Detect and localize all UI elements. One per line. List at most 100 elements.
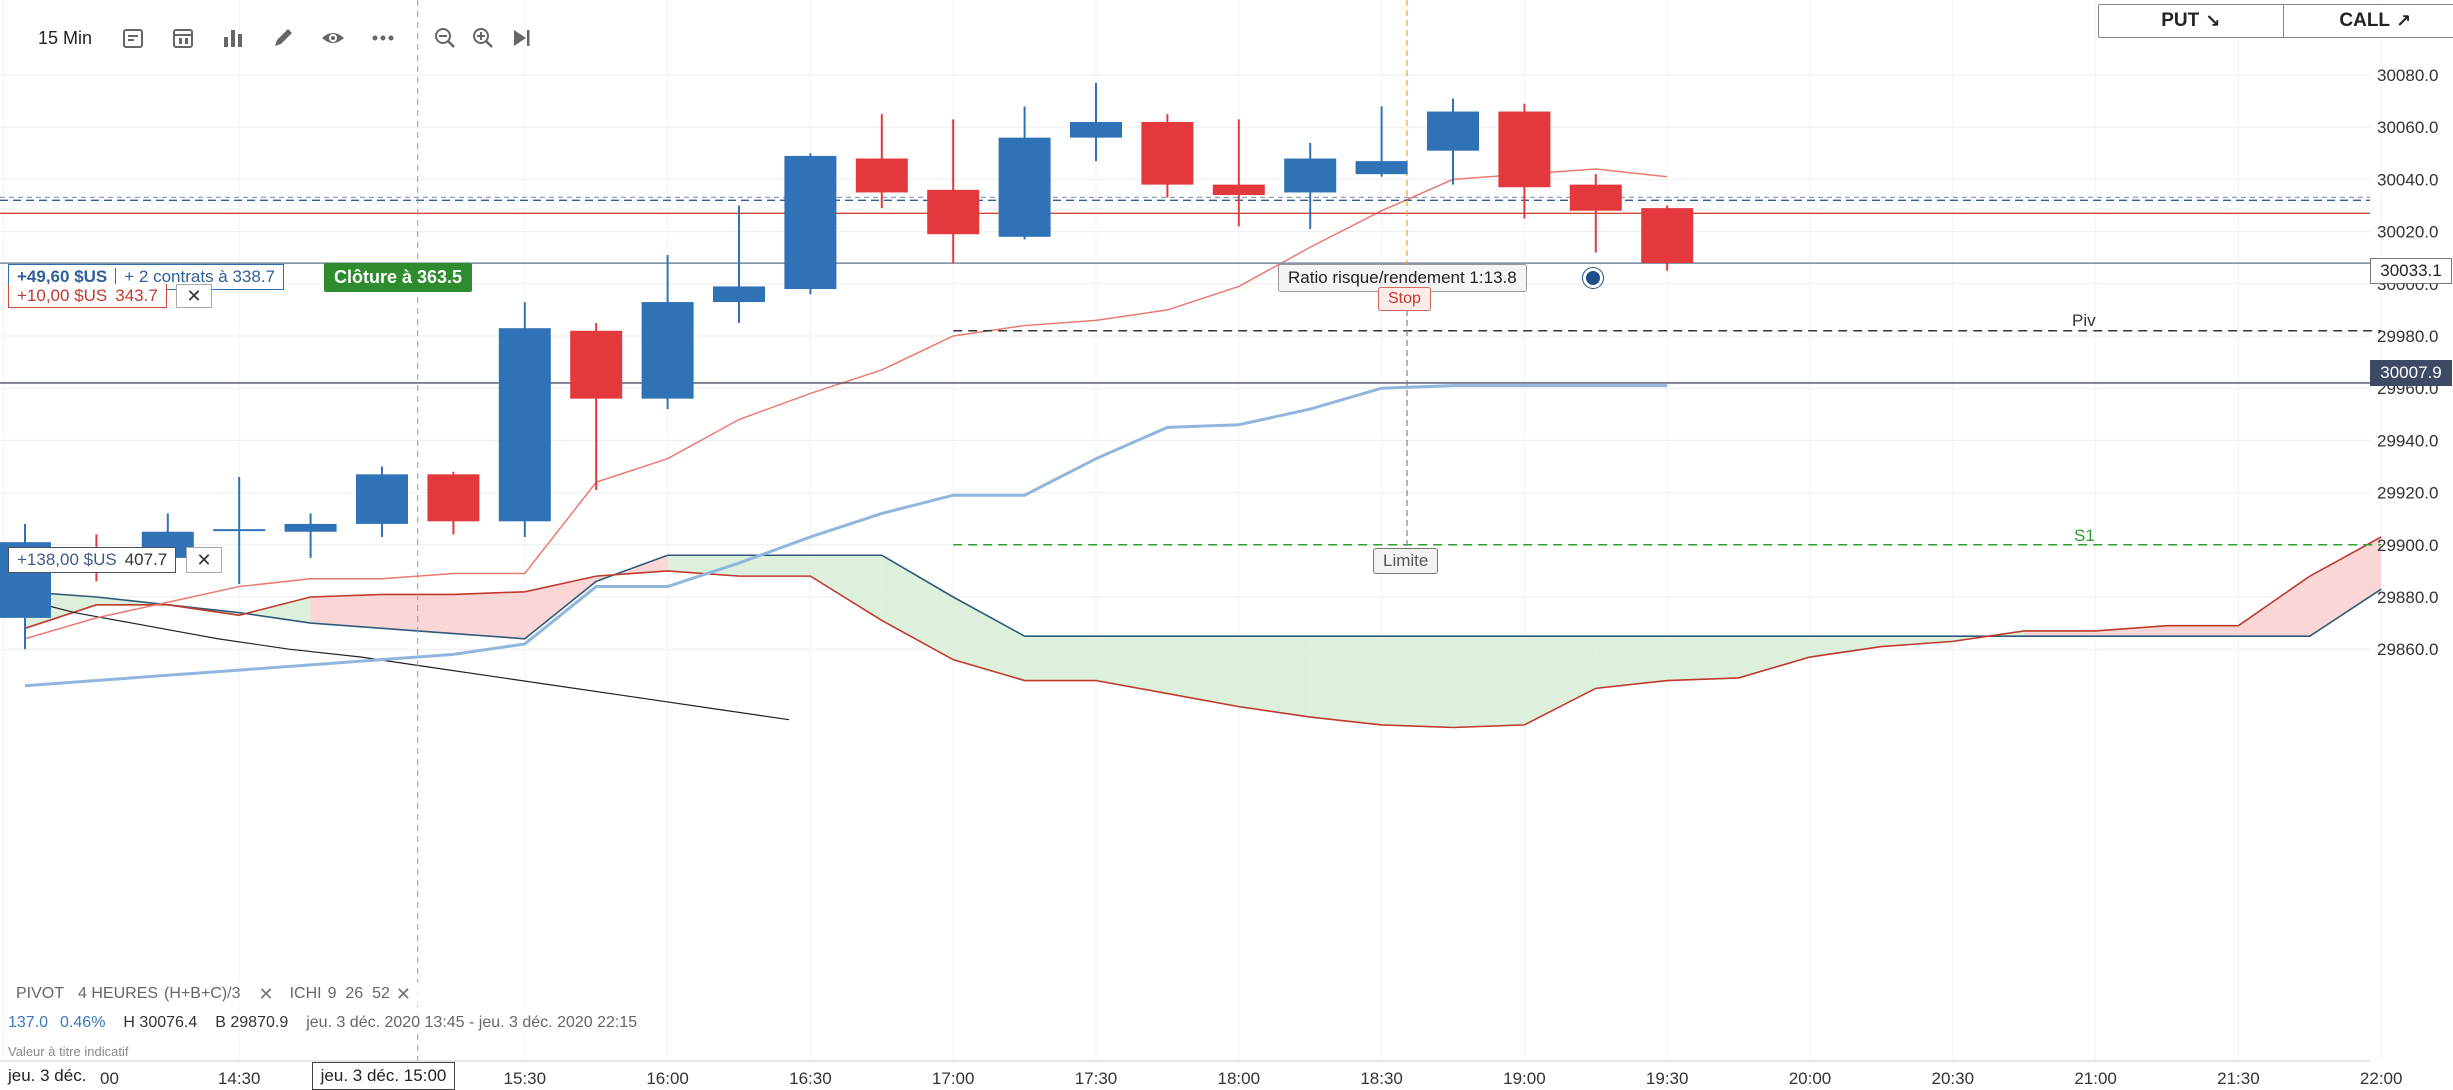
ichimoku-legend-params: 9 26 52 [327,985,390,1002]
zoom-out-icon[interactable] [426,19,464,57]
crosshair-date-label: jeu. 3 déc. 15:00 [312,1062,455,1090]
y-tick-label: 30060.0 [2377,118,2438,137]
x-tick-label: 19:30 [1646,1069,1689,1088]
cloud-segment [667,555,739,577]
cloud-segment [739,555,811,577]
date-range: jeu. 3 déc. 2020 13:45 - jeu. 3 déc. 202… [306,1014,638,1031]
cloud-segment [2309,536,2382,637]
bar-chart-icon[interactable] [208,19,258,57]
change-percent: 0.46% [60,1014,106,1031]
zoom-in-icon[interactable] [464,19,502,57]
x-tick-label: 17:00 [932,1069,975,1088]
more-icon[interactable] [358,19,408,57]
x-tick-label: 14:30 [218,1069,261,1088]
cloud-segment [1595,636,1668,689]
y-tick-label: 29860.0 [2377,640,2438,659]
ichimoku-legend-label: ICHI [289,985,322,1002]
go-to-end-icon[interactable] [502,19,540,57]
y-tick-label: 30040.0 [2377,170,2438,189]
y-tick-label: 29920.0 [2377,484,2438,503]
axes: 29860.029880.029900.029920.029940.029960… [0,66,2438,1088]
cloud-segment [1738,636,1810,678]
cloud-segment [2167,625,2239,637]
ichimoku-cloud [25,536,2382,728]
cloud-segment [1524,636,1596,725]
change-value: 137.0 [8,1014,49,1031]
stop-level-tag[interactable]: Stop [1378,287,1431,311]
close-icon[interactable]: ✕ [176,284,212,308]
chikou-line [3,593,790,721]
cloud-segment [1024,636,1096,681]
cloud-segment [1453,636,1525,728]
pencil-icon[interactable] [258,19,308,57]
x-tick-label: 18:30 [1360,1069,1403,1088]
candle-body [1498,111,1551,188]
candle-body [213,529,266,532]
candle-body [1641,208,1694,263]
calendar-range-icon[interactable] [108,19,158,57]
calendar-icon[interactable] [158,19,208,57]
cloud-segment [382,594,454,634]
position-1-profit: +49,60 $US [17,267,108,286]
y-tick-label: 29980.0 [2377,327,2438,346]
y-tick-label: 30080.0 [2377,66,2438,85]
x-tick-label: 20:00 [1789,1069,1832,1088]
order-drag-handle[interactable] [1583,268,1603,288]
interval-selector[interactable]: 15 Min [38,27,93,48]
cloud-segment [1667,636,1739,681]
call-button[interactable]: CALL ↗ [2282,5,2453,37]
close-position-button[interactable]: Clôture à 363.5 [324,263,473,292]
low-value: B 29870.9 [215,1014,289,1031]
cloud-segment [1167,636,1239,707]
position-tag-3[interactable]: +138,00 $US 407.7 [8,547,177,573]
candle-body [784,155,837,290]
candle-body [1212,184,1265,196]
candle-body [498,328,551,522]
x-tick-label: 18:00 [1218,1069,1261,1088]
disclaimer: Valeur à titre indicatif [8,1044,129,1059]
arrow-down-right-icon: ↘ [2205,10,2221,31]
high-value: H 30076.4 [123,1014,198,1031]
indicator-legend: PIVOT 4 HEURES (H+B+C)/3 ✕ ICHI 9 26 52 … [8,982,419,1006]
x-tick-label: 19:00 [1503,1069,1546,1088]
candle-body [1141,121,1194,185]
put-button[interactable]: PUT ↘ [2099,5,2283,37]
pivot-legend-formula: (H+B+C)/3 [164,985,241,1002]
candle-body [356,474,408,524]
position-tag-2[interactable]: +10,00 $US 343.7 [8,284,167,308]
close-icon[interactable]: ✕ [186,547,222,573]
ichimoku-legend: ICHI 9 26 52 ✕ [282,984,419,1005]
pivot-label: Piv [2072,311,2096,330]
date-label: jeu. 3 déc. [8,1066,87,1085]
price-stats: 137.0 0.46% H 30076.4 B 29870.9 jeu. 3 d… [8,1012,638,1034]
candle-body [713,286,765,303]
close-icon[interactable]: ✕ [258,983,274,1004]
pivot-legend-label: PIVOT [16,985,65,1002]
limit-level-tag[interactable]: Limite [1373,548,1439,574]
pivot-legend-params: 4 HEURES [78,985,159,1002]
candle-body [1569,184,1622,211]
cloud-segment [524,576,597,639]
cloud-segment [953,597,1025,681]
cloud-segment [1310,636,1382,725]
x-tick-label: 16:00 [646,1069,689,1088]
close-icon[interactable]: ✕ [395,983,411,1004]
put-label: PUT [2161,10,2200,31]
position-2-profit: +10,00 $US [17,285,108,305]
position-2-price: 343.7 [115,285,158,305]
trade-buttons: PUT ↘ CALL ↗ [2098,4,2453,38]
cloud-segment [2095,625,2167,637]
cloud-segment [1238,636,1311,718]
x-tick-label: 15:30 [504,1069,547,1088]
candle-body [570,330,623,399]
cloud-segment [1810,636,1882,658]
y-tick-label: 29880.0 [2377,588,2438,607]
cloud-segment [310,594,382,629]
cloud-segment [2024,630,2096,637]
kijun-line [24,384,1668,688]
arrow-up-right-icon: ↗ [2396,10,2412,31]
eye-icon[interactable] [308,19,358,57]
candle-body [427,474,480,522]
position-3-price: 407.7 [124,550,168,569]
